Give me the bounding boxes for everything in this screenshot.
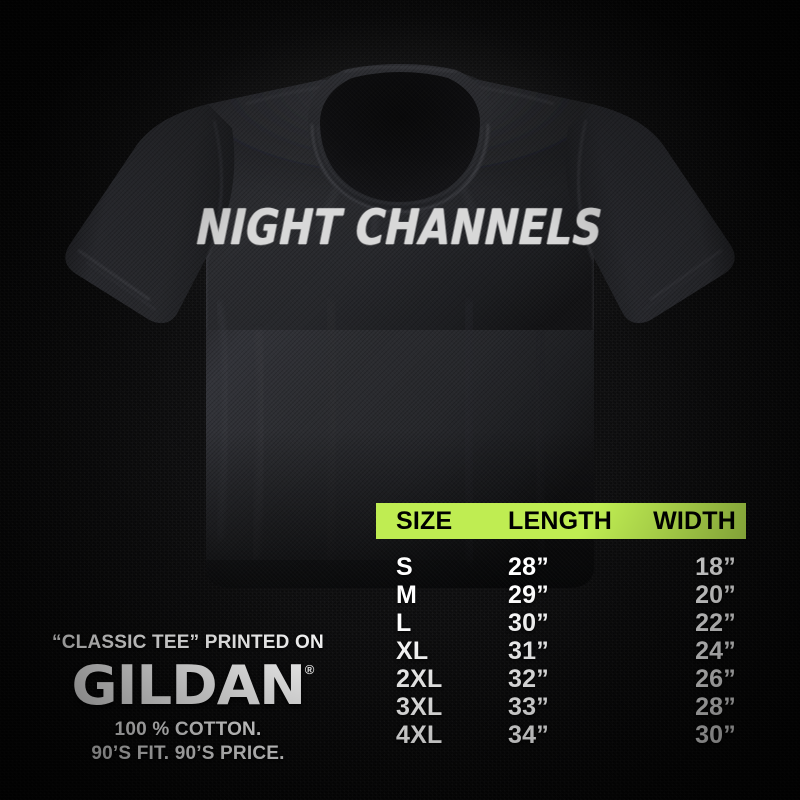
product-size-chart-graphic: NIGHT CHANNELS SIZE LENGTH WIDTH S 28” 1… xyxy=(0,0,800,800)
vignette-overlay xyxy=(0,0,800,800)
